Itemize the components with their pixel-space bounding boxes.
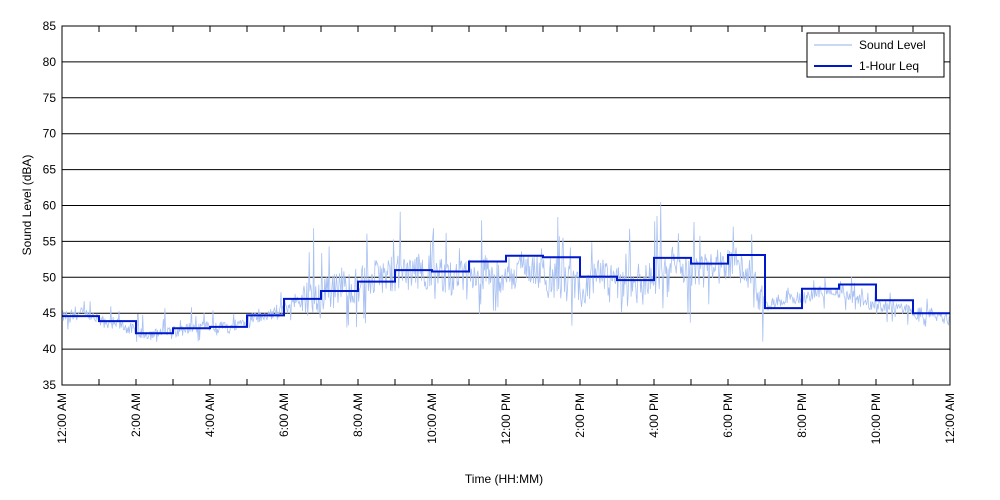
y-tick-label: 65 [43,163,57,177]
x-axis-label: Time (HH:MM) [465,472,543,486]
x-tick-label: 12:00 PM [499,393,513,444]
x-tick-label: 12:00 AM [943,393,957,444]
x-tick-label: 10:00 AM [425,393,439,444]
y-tick-label: 80 [43,55,57,69]
sound-level-line [61,201,951,342]
y-tick-label: 60 [43,199,57,213]
x-tick-label: 8:00 PM [795,393,809,438]
series-sound-level [61,201,951,342]
legend-label-1-hour-leq: 1-Hour Leq [859,59,919,73]
y-tick-label: 55 [43,234,57,248]
x-tick-label: 8:00 AM [351,393,365,437]
grid-lines [62,61,950,350]
y-axis-label: Sound Level (dBA) [20,155,34,256]
y-tick-label: 35 [43,378,57,392]
y-tick-label: 50 [43,270,57,284]
x-tick-label: 6:00 PM [721,393,735,438]
y-axis: 35 40 45 50 55 60 65 70 75 80 85 [43,19,57,392]
x-tick-label: 4:00 AM [203,393,217,437]
x-tick-label: 12:00 AM [55,393,69,444]
legend-box [806,32,945,78]
legend-label-sound-level: Sound Level [859,38,926,52]
y-tick-label: 40 [43,342,57,356]
leq-step-line [62,254,950,335]
x-tick-label: 2:00 AM [129,393,143,437]
x-tick-label: 2:00 PM [573,393,587,438]
x-tick-label: 10:00 PM [869,393,883,444]
y-tick-label: 85 [43,19,57,33]
x-axis: 12:00 AM 2:00 AM 4:00 AM 6:00 AM 8:00 AM 10:0… [55,26,957,444]
y-tick-label: 75 [43,91,57,105]
x-tick-label: 6:00 AM [277,393,291,437]
series-1-hour-leq [62,254,950,335]
legend: Sound Level 1-Hour Leq [806,32,945,78]
y-tick-label: 70 [43,127,57,141]
y-tick-label: 45 [43,306,57,320]
x-tick-label: 4:00 PM [647,393,661,438]
